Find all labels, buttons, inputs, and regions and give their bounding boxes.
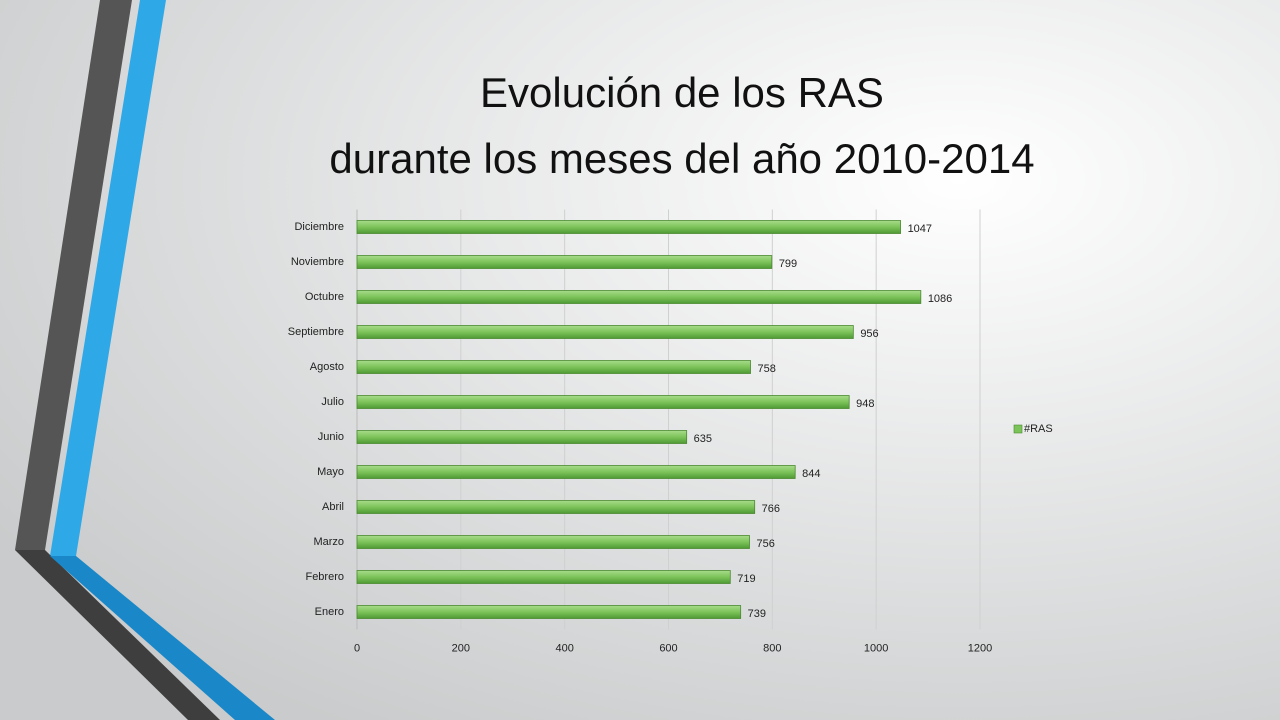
plot: 0 200 400 600 800 1000 1200 Enero 739 Febrero 719 M…	[288, 209, 1053, 654]
x-tick-label: 800	[763, 642, 781, 654]
y-tick-label: Mayo	[317, 466, 344, 478]
bar	[356, 220, 901, 234]
decor-stripe	[15, 550, 220, 720]
data-label: 719	[737, 573, 755, 585]
y-tick-label: Febrero	[305, 571, 344, 583]
decor-stripe	[50, 556, 275, 720]
bar	[356, 395, 850, 409]
bar	[356, 465, 796, 479]
data-label: 1047	[908, 223, 932, 235]
y-tick-label: Septiembre	[288, 326, 344, 338]
x-tick-label: 200	[452, 642, 470, 654]
bar	[356, 360, 751, 374]
bar	[356, 535, 750, 549]
data-label: 1086	[928, 293, 952, 305]
y-tick-label: Agosto	[310, 361, 344, 373]
legend-label: #RAS	[1024, 423, 1053, 435]
bar	[356, 325, 854, 339]
chart-title: Evolución de los RAS	[480, 69, 884, 116]
bar	[356, 430, 688, 444]
data-label: 956	[860, 328, 878, 340]
x-tick-label: 400	[555, 642, 573, 654]
data-label: 844	[802, 468, 820, 480]
data-label: 799	[779, 258, 797, 270]
y-tick-label: Marzo	[313, 536, 344, 548]
decor-stripe	[15, 0, 132, 550]
data-label: 739	[748, 608, 766, 620]
x-tick-label: 1000	[864, 642, 888, 654]
chart-title: durante los meses del año 2010-2014	[329, 135, 1034, 182]
bar	[356, 605, 742, 619]
decor-stripe	[50, 0, 166, 556]
data-label: 635	[694, 433, 712, 445]
y-tick-label: Diciembre	[294, 221, 344, 233]
legend-swatch	[1013, 424, 1023, 434]
bar	[356, 290, 922, 304]
data-label: 766	[762, 503, 780, 515]
y-tick-label: Noviembre	[291, 256, 344, 268]
data-label: 756	[756, 538, 774, 550]
bar	[356, 255, 773, 269]
x-tick-label: 1200	[968, 642, 992, 654]
x-tick-label: 600	[659, 642, 677, 654]
y-tick-label: Octubre	[305, 291, 344, 303]
bar	[356, 570, 731, 584]
y-tick-label: Julio	[321, 396, 344, 408]
x-tick-label: 0	[354, 642, 360, 654]
bar	[356, 500, 756, 514]
data-label: 758	[758, 363, 776, 375]
data-label: 948	[856, 398, 874, 410]
y-tick-label: Enero	[315, 606, 344, 618]
y-tick-label: Abril	[322, 501, 344, 513]
y-tick-label: Junio	[318, 431, 344, 443]
